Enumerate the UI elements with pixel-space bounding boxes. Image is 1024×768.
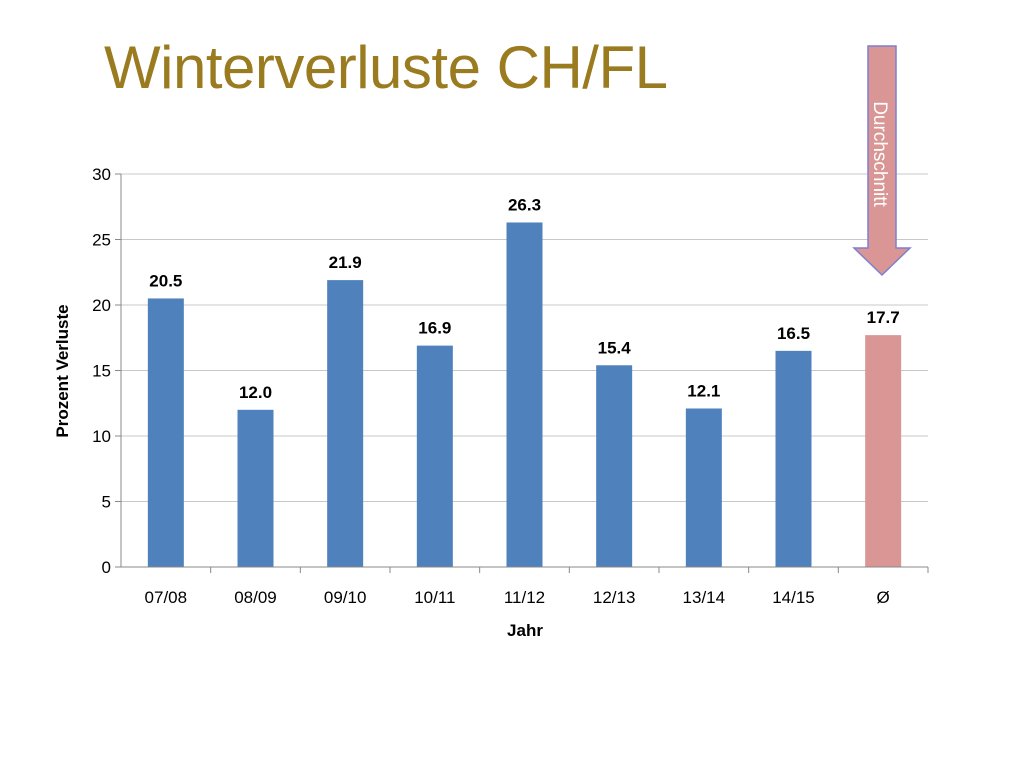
x-tick-label: 08/09 <box>234 588 277 607</box>
data-labels: 20.5 12.0 21.9 16.9 26.3 15.4 12.1 16.5 17.7 <box>149 195 899 401</box>
bar <box>147 298 184 567</box>
data-label: 16.5 <box>777 324 810 343</box>
data-label: 16.9 <box>418 319 451 338</box>
x-tick-label: 09/10 <box>324 588 367 607</box>
x-axis-title: Jahr <box>507 621 543 640</box>
data-label: 15.4 <box>598 338 632 357</box>
bar <box>327 280 364 567</box>
bar <box>416 345 453 567</box>
y-tick-label: 25 <box>92 231 111 250</box>
data-label: 17.7 <box>867 308 900 327</box>
y-tick-label: 5 <box>102 493 111 512</box>
x-tick-label: Ø <box>877 588 890 607</box>
axes: 0 5 10 15 20 25 30 07/08 08/09 09/10 10/11 11/12 12/… <box>92 165 929 607</box>
data-label: 12.0 <box>239 383 272 402</box>
x-tick-label: 13/14 <box>683 588 726 607</box>
x-tick-label: 11/12 <box>504 588 545 607</box>
y-tick-label: 10 <box>92 427 111 446</box>
bar <box>506 222 543 567</box>
slide-title: Winterverluste CH/FL <box>104 34 668 101</box>
bar <box>596 365 633 567</box>
bar <box>775 350 812 567</box>
x-tick-label: 12/13 <box>593 588 636 607</box>
average-arrow-annotation: Durchschnitt <box>852 45 912 277</box>
x-tick-label: 07/08 <box>145 588 188 607</box>
x-tick-label: 10/11 <box>414 588 455 607</box>
y-tick-label: 30 <box>92 165 111 184</box>
data-label: 12.1 <box>687 381 720 400</box>
y-tick-label: 15 <box>92 362 111 381</box>
x-tick-label: 14/15 <box>772 588 815 607</box>
bar-average <box>865 335 902 567</box>
y-tick-label: 0 <box>102 558 111 577</box>
data-label: 26.3 <box>508 195 541 214</box>
down-arrow-icon <box>852 45 912 277</box>
average-arrow-label: Durchschnitt <box>869 101 890 207</box>
bars <box>147 222 902 567</box>
data-label: 20.5 <box>149 271 182 290</box>
bar <box>237 409 274 567</box>
bar <box>685 408 722 567</box>
y-axis-title: Prozent Verluste <box>53 304 72 437</box>
data-label: 21.9 <box>329 253 362 272</box>
y-tick-label: 20 <box>92 296 111 315</box>
